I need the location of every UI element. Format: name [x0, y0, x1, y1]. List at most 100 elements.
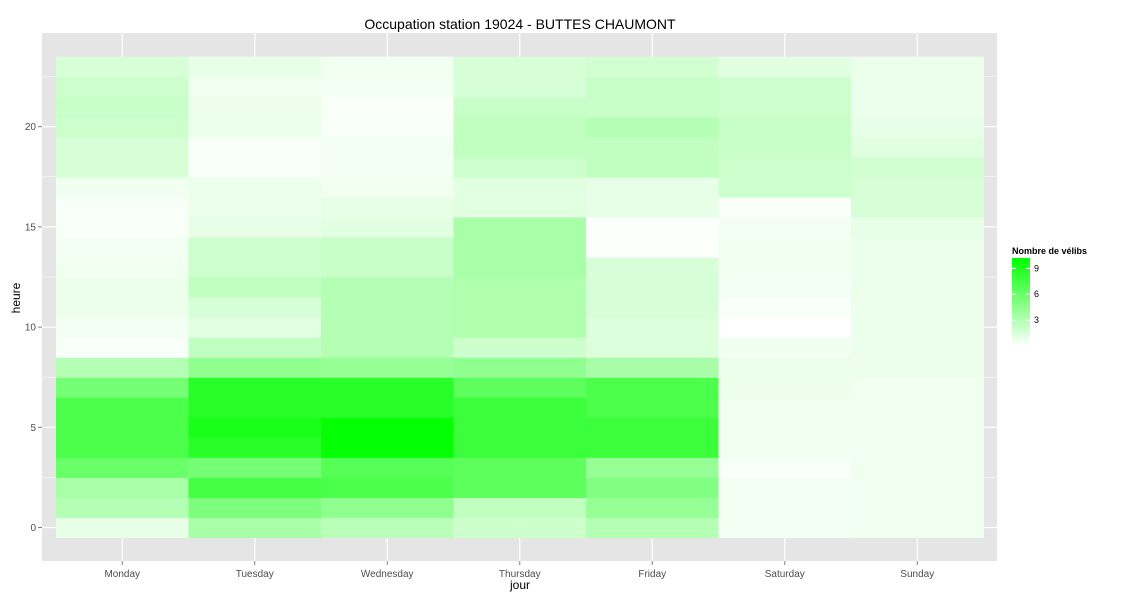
- heatmap-cell: [453, 437, 587, 458]
- heatmap-cell: [188, 96, 322, 118]
- heatmap-cell: [453, 337, 587, 358]
- heatmap-cell: [56, 236, 189, 258]
- heatmap-cell: [56, 497, 189, 518]
- heatmap-cell: [56, 76, 189, 98]
- heatmap-cell: [851, 116, 984, 138]
- x-tick-label: Sunday: [900, 569, 934, 580]
- heatmap-cell: [188, 317, 322, 338]
- heatmap-cell: [453, 357, 587, 378]
- heatmap-cell: [851, 277, 984, 298]
- heatmap-cell: [188, 397, 322, 418]
- heatmap-cell: [321, 236, 454, 258]
- heatmap-cells: [56, 56, 984, 539]
- heatmap-cell: [851, 236, 984, 258]
- heatmap-cell: [453, 116, 587, 138]
- heatmap-cell: [321, 116, 454, 138]
- heatmap-cell: [851, 517, 984, 539]
- heatmap-cell: [188, 216, 322, 238]
- heatmap-cell: [718, 397, 852, 418]
- heatmap-cell: [56, 517, 189, 539]
- heatmap-cell: [586, 377, 719, 398]
- heatmap-cell: [586, 457, 719, 478]
- heatmap-cell: [453, 196, 587, 218]
- heatmap-cell: [586, 417, 719, 438]
- heatmap-cell: [718, 216, 852, 238]
- heatmap-cell: [851, 337, 984, 358]
- heatmap-cell: [453, 176, 587, 198]
- heatmap-cell: [56, 136, 189, 158]
- heatmap-cell: [586, 357, 719, 378]
- heatmap-cell: [851, 256, 984, 278]
- heatmap-cell: [321, 96, 454, 118]
- heatmap-cell: [56, 477, 189, 498]
- heatmap-cell: [321, 317, 454, 338]
- heatmap-cell: [851, 76, 984, 98]
- heatmap-cell: [586, 236, 719, 258]
- heatmap-cell: [718, 76, 852, 98]
- heatmap-cell: [718, 517, 852, 539]
- heatmap-cell: [188, 417, 322, 438]
- heatmap-cell: [321, 136, 454, 158]
- heatmap-cell: [56, 116, 189, 138]
- heatmap-cell: [188, 337, 322, 358]
- x-tick-label: Saturday: [765, 569, 805, 580]
- heatmap-cell: [586, 176, 719, 198]
- heatmap-cell: [718, 116, 852, 138]
- heatmap-cell: [56, 297, 189, 318]
- heatmap-cell: [586, 337, 719, 358]
- heatmap-cell: [851, 397, 984, 418]
- heatmap-cell: [56, 337, 189, 358]
- y-tick-label: 0: [30, 523, 36, 534]
- x-tick-label: Thursday: [499, 569, 541, 580]
- heatmap-cell: [851, 216, 984, 238]
- heatmap-cell: [321, 297, 454, 318]
- heatmap-cell: [453, 236, 587, 258]
- heatmap-cell: [718, 176, 852, 198]
- heatmap-cell: [56, 357, 189, 378]
- heatmap-cell: [718, 497, 852, 518]
- heatmap-cell: [453, 156, 587, 178]
- x-axis: Monday Tuesday Wednesday Thursday Friday Satu…: [104, 561, 934, 580]
- heatmap-cell: [188, 156, 322, 178]
- heatmap-cell: [718, 136, 852, 158]
- heatmap-cell: [586, 76, 719, 98]
- heatmap-cell: [586, 517, 719, 539]
- heatmap-cell: [321, 277, 454, 298]
- heatmap-cell: [851, 497, 984, 518]
- heatmap-cell: [56, 196, 189, 218]
- heatmap-cell: [188, 457, 322, 478]
- heatmap-cell: [718, 56, 852, 78]
- legend-tick-label: 9: [1034, 263, 1039, 273]
- heatmap-cell: [718, 457, 852, 478]
- heatmap-cell: [321, 497, 454, 518]
- heatmap-cell: [851, 136, 984, 158]
- heatmap-cell: [321, 56, 454, 78]
- heatmap-cell: [321, 397, 454, 418]
- heatmap-cell: [851, 96, 984, 118]
- heatmap-cell: [718, 377, 852, 398]
- heatmap-cell: [851, 156, 984, 178]
- y-tick-label: 20: [25, 122, 37, 133]
- heatmap-cell: [321, 517, 454, 539]
- legend-ticks: 3 6 9: [1012, 263, 1039, 325]
- heatmap-cell: [321, 196, 454, 218]
- heatmap-cell: [851, 477, 984, 498]
- heatmap-cell: [321, 457, 454, 478]
- heatmap-cell: [321, 477, 454, 498]
- heatmap-cell: [56, 216, 189, 238]
- heatmap-cell: [718, 317, 852, 338]
- x-axis-title: jour: [509, 578, 530, 592]
- heatmap-cell: [718, 277, 852, 298]
- heatmap-cell: [188, 517, 322, 539]
- heatmap-cell: [718, 337, 852, 358]
- heatmap-cell: [718, 236, 852, 258]
- legend-title: Nombre de vélibs: [1012, 246, 1087, 256]
- heatmap-cell: [586, 437, 719, 458]
- heatmap-cell: [851, 176, 984, 198]
- heatmap-cell: [188, 136, 322, 158]
- heatmap-cell: [586, 216, 719, 238]
- heatmap-cell: [56, 176, 189, 198]
- heatmap-cell: [321, 377, 454, 398]
- heatmap-cell: [851, 56, 984, 78]
- heatmap-cell: [453, 397, 587, 418]
